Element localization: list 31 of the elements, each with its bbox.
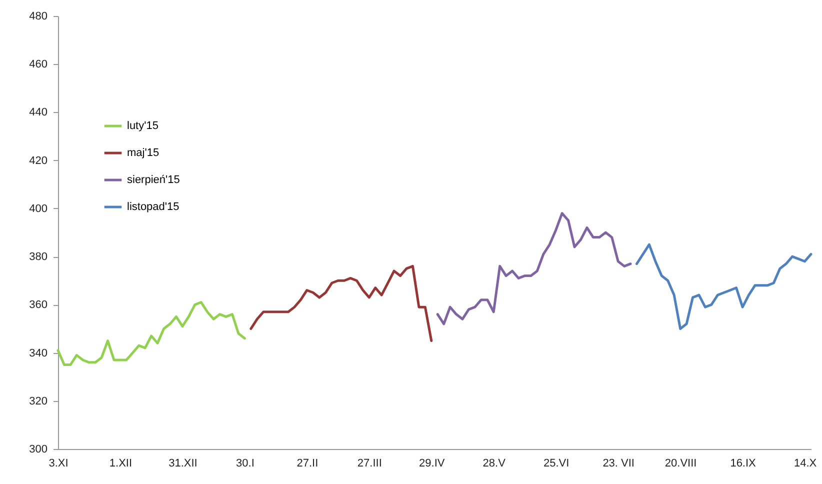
y-tick-label: 440 [29, 106, 48, 119]
x-tick-label: 31.XII [168, 458, 198, 470]
x-tick-label: 30.I [236, 458, 254, 470]
x-tick-label: 28.V [482, 458, 506, 470]
y-tick-label: 420 [29, 154, 48, 167]
x-tick-label: 1.XII [109, 458, 132, 470]
legend-label: listopad'15 [127, 201, 180, 213]
x-tick-label: 23. VII [602, 458, 634, 470]
line-series [436, 212, 632, 326]
x-tick-label: 20.VIII [664, 458, 697, 470]
x-tick-label: 3.XI [48, 458, 68, 470]
y-tick-label: 300 [29, 444, 48, 456]
x-tick-label: 16.IX [730, 458, 757, 470]
legend-label: luty'15 [127, 120, 158, 132]
y-tick-label: 360 [29, 299, 48, 312]
line-series [636, 243, 812, 330]
x-tick-label: 27.II [296, 458, 318, 470]
legend-label: maj'15 [127, 147, 160, 159]
line-series [56, 301, 246, 366]
x-tick-label: 25.VI [544, 458, 570, 470]
x-tick-label: 29.IV [419, 458, 446, 470]
x-tick-label: 14.X [794, 458, 818, 470]
y-tick-label: 320 [29, 395, 48, 408]
y-tick-label: 400 [29, 202, 48, 215]
line-series [250, 264, 433, 342]
y-tick-label: 380 [29, 251, 48, 264]
y-tick-label: 340 [29, 347, 48, 360]
legend-label: sierpień'15 [127, 174, 180, 186]
x-tick-label: 27.III [357, 458, 382, 470]
y-tick-label: 480 [29, 10, 48, 22]
y-tick-label: 460 [29, 58, 48, 71]
